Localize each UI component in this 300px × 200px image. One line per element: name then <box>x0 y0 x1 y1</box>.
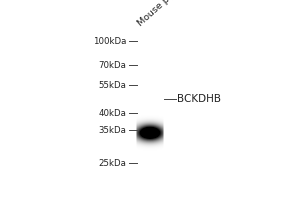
Text: 25kDa: 25kDa <box>99 158 127 168</box>
Text: Mouse pancreas: Mouse pancreas <box>136 0 200 28</box>
Text: 40kDa: 40kDa <box>99 108 127 117</box>
Bar <box>136 26 164 188</box>
Text: 100kDa: 100kDa <box>93 36 127 46</box>
Text: 55kDa: 55kDa <box>99 81 127 90</box>
Text: 35kDa: 35kDa <box>99 126 127 135</box>
Text: BCKDHB: BCKDHB <box>177 94 221 104</box>
Text: 70kDa: 70kDa <box>99 60 127 70</box>
